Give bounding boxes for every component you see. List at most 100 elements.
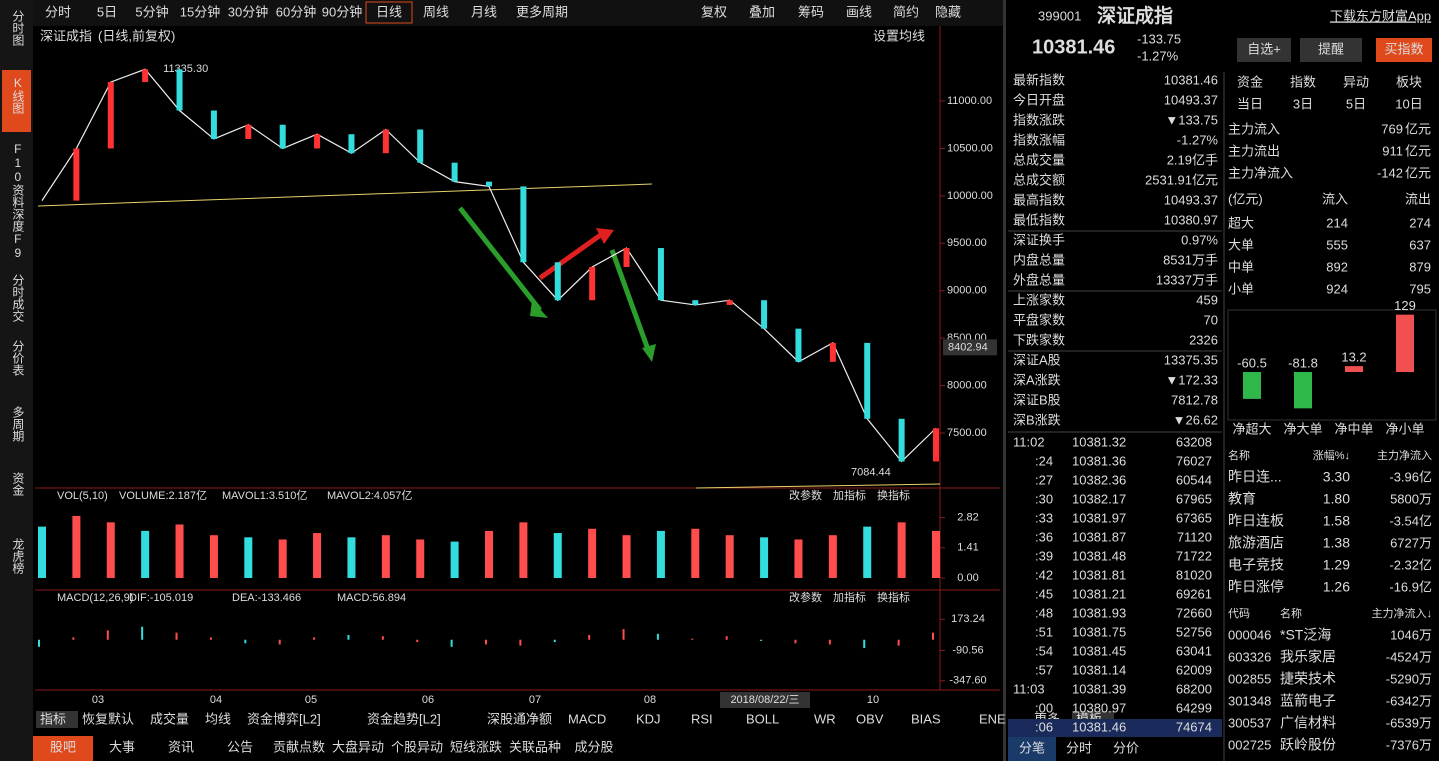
table-cell[interactable]: 1.29 (1323, 557, 1350, 573)
nav-tab[interactable]: 成分股 (574, 739, 613, 754)
tool-button[interactable]: 画线 (846, 4, 872, 19)
indicator-tab[interactable]: 深股通净额 (487, 711, 552, 726)
table-cell[interactable]: *ST泛海 (1280, 627, 1331, 643)
period-tab[interactable]: 周线 (423, 4, 449, 19)
nav-tab[interactable]: 大事 (109, 739, 135, 754)
indicator-tab[interactable]: BOLL (746, 711, 779, 726)
day-tab[interactable]: 10日 (1395, 96, 1422, 111)
table-cell[interactable]: 跃岭股份 (1280, 737, 1336, 753)
side-tab[interactable]: 资金 (11, 472, 25, 496)
tool-button[interactable]: 筹码 (798, 4, 824, 19)
indicator-tab[interactable]: KDJ (636, 711, 661, 726)
table-header: 代码 (1228, 607, 1250, 620)
table-cell[interactable]: 1.80 (1323, 491, 1350, 507)
nav-tab[interactable]: 公告 (227, 739, 253, 754)
nav-tab[interactable]: 短线涨跌 (450, 739, 502, 754)
table-cell[interactable]: 1.26 (1323, 579, 1350, 595)
tool-button[interactable]: 复权 (701, 4, 727, 19)
side-tab[interactable]: F10资料 (11, 142, 25, 208)
panel-button[interactable]: 换指标 (877, 590, 910, 604)
tick-time: :39 (1035, 548, 1053, 563)
period-tab[interactable]: 5日 (97, 4, 117, 19)
indicator-tab[interactable]: 均线 (205, 711, 231, 726)
side-tab[interactable]: 深度F9 (11, 208, 25, 260)
indicator-tab[interactable]: RSI (691, 711, 713, 726)
indicator-tab[interactable]: ENE (979, 711, 1006, 726)
nav-tab[interactable]: 资讯 (168, 739, 194, 754)
day-tab[interactable]: 3日 (1293, 96, 1313, 111)
day-tab[interactable]: 当日 (1237, 96, 1263, 111)
tick-tab[interactable]: 分笔 (1019, 740, 1045, 755)
volume-bar (278, 539, 287, 578)
table-cell[interactable]: 广信材料 (1280, 715, 1336, 731)
panel-button[interactable]: 换指标 (877, 488, 910, 502)
period-tab[interactable]: 日线 (376, 4, 402, 19)
candle (657, 248, 664, 301)
tick-volume: 72660 (1176, 605, 1212, 620)
period-tab[interactable]: 更多周期 (516, 4, 568, 19)
volume-bar (588, 528, 597, 578)
indicator-header: DEA:-133.466 (232, 592, 301, 604)
fund-tab[interactable]: 资金 (1237, 74, 1263, 89)
download-link[interactable]: 下载东方财富App (1330, 8, 1431, 23)
net-flow-bar (1396, 314, 1414, 372)
period-tab[interactable]: 30分钟 (228, 4, 268, 19)
indicator-tab[interactable]: 恢复默认 (82, 711, 134, 726)
panel-button[interactable]: 加指标 (833, 590, 866, 604)
y-tick-label: 1.41 (957, 542, 978, 554)
table-cell[interactable]: 3.30 (1323, 469, 1350, 485)
fund-tab[interactable]: 异动 (1343, 74, 1369, 89)
action-button[interactable]: 买指数 (1384, 41, 1423, 56)
side-tab[interactable]: 多周期 (11, 406, 25, 442)
day-tab[interactable]: 5日 (1346, 96, 1366, 111)
stat-label: 外盘总量 (1013, 272, 1065, 287)
period-tab[interactable]: 分时 (45, 4, 71, 19)
volume-bar (175, 524, 184, 578)
action-button[interactable]: 提醒 (1318, 41, 1344, 56)
table-cell[interactable]: 我乐家居 (1280, 649, 1336, 665)
tick-tab[interactable]: 分价 (1113, 740, 1139, 755)
indicator-tab[interactable]: 资金趋势[L2] (367, 711, 441, 726)
action-button[interactable]: 自选+ (1247, 41, 1281, 56)
panel-button[interactable]: 改参数 (789, 488, 822, 502)
side-tab[interactable]: 龙虎榜 (11, 538, 25, 575)
period-tab[interactable]: 5分钟 (135, 4, 168, 19)
side-tab[interactable]: K线图 (11, 76, 25, 114)
period-tab[interactable]: 90分钟 (322, 4, 362, 19)
table-cell[interactable]: 1.38 (1323, 535, 1350, 551)
nav-tab[interactable]: 个股异动 (391, 739, 443, 754)
y-tick-label: 8000.00 (947, 379, 987, 391)
table-cell[interactable]: 蓝箭电子 (1280, 693, 1336, 709)
fund-tab[interactable]: 指数 (1290, 74, 1316, 89)
nav-tab[interactable]: 股吧 (50, 739, 76, 754)
tool-button[interactable]: 简约 (893, 4, 919, 19)
indicator-tab[interactable]: BIAS (911, 711, 941, 726)
indicator-tab[interactable]: MACD (568, 711, 606, 726)
indicator-tab[interactable]: 成交量 (150, 711, 189, 726)
period-tab[interactable]: 15分钟 (180, 4, 220, 19)
tick-tab[interactable]: 分时 (1066, 740, 1092, 755)
period-tab[interactable]: 月线 (471, 4, 497, 19)
tool-button[interactable]: 叠加 (749, 4, 775, 19)
side-tab[interactable]: 分时图 (11, 10, 25, 46)
nav-tab[interactable]: 大盘异动 (332, 739, 384, 754)
indicator-tab[interactable]: 指标 (40, 711, 66, 726)
fund-tab[interactable]: 板块 (1396, 74, 1422, 89)
tool-button[interactable]: 隐藏 (935, 4, 961, 19)
chart-subtitle: (日线,前复权) (98, 28, 175, 43)
indicator-tab[interactable]: OBV (856, 711, 884, 726)
panel-button[interactable]: 加指标 (833, 488, 866, 502)
stat-value: 13375.35 (1164, 352, 1218, 367)
settings-button[interactable]: 设置均线 (873, 28, 925, 43)
value-label: -81.8 (1288, 355, 1318, 370)
period-tab[interactable]: 60分钟 (276, 4, 316, 19)
indicator-tab[interactable]: 资金博弈[L2] (247, 711, 321, 726)
nav-tab[interactable]: 关联品种 (509, 739, 561, 754)
nav-tab[interactable]: 贡献点数 (273, 739, 325, 754)
indicator-tab[interactable]: WR (814, 711, 836, 726)
side-tab[interactable]: 分价表 (11, 340, 25, 376)
table-cell[interactable]: 1.58 (1323, 513, 1350, 529)
side-tab[interactable]: 分时成交 (11, 274, 25, 323)
panel-button[interactable]: 改参数 (789, 590, 822, 604)
table-cell[interactable]: 捷荣技术 (1280, 671, 1336, 687)
